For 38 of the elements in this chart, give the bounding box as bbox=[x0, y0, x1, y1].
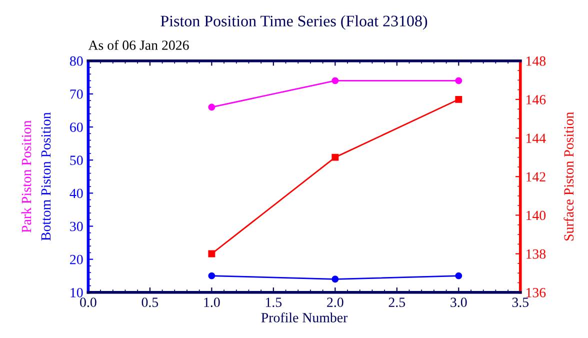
x-tick-label: 3.0 bbox=[450, 298, 467, 308]
y2-tick-label: 136 bbox=[526, 288, 546, 298]
point bbox=[455, 96, 462, 103]
y2-tick-label: 148 bbox=[526, 56, 546, 66]
y-tick-label: 20 bbox=[70, 254, 83, 264]
x-tick-label: 2.5 bbox=[388, 298, 406, 308]
y-tick-label: 80 bbox=[70, 56, 83, 66]
x-tick-label: 2.0 bbox=[327, 298, 344, 308]
y-tick-label: 40 bbox=[70, 188, 83, 198]
x-tick-label: 1.0 bbox=[204, 298, 220, 308]
x-axis-title: Profile Number bbox=[261, 312, 348, 322]
text: Park Piston Position bbox=[21, 120, 32, 233]
y-tick-label: 30 bbox=[70, 222, 83, 232]
x-tick-label: 1.5 bbox=[266, 298, 282, 308]
x-tick-label: 0.0 bbox=[80, 298, 96, 308]
y2-tick-label: 146 bbox=[526, 95, 546, 104]
point bbox=[332, 77, 339, 84]
x-tick-label: 0.5 bbox=[142, 298, 158, 308]
y2-tick-label: 138 bbox=[526, 249, 546, 259]
y-tick-label: 50 bbox=[70, 156, 83, 166]
point bbox=[455, 272, 462, 280]
y-tick-label: 70 bbox=[70, 90, 83, 99]
y2-tick-label: 140 bbox=[526, 210, 546, 220]
y2-tick-label: 144 bbox=[526, 134, 546, 143]
point bbox=[332, 154, 339, 161]
y-tick-label: 10 bbox=[70, 288, 83, 298]
point bbox=[332, 276, 339, 283]
point bbox=[208, 272, 216, 280]
point bbox=[208, 250, 216, 258]
x-tick-label: 3.5 bbox=[512, 298, 529, 308]
chart-subtitle: As of 06 Jan 2026 bbox=[88, 40, 189, 50]
y2-tick-label: 142 bbox=[526, 172, 546, 182]
text: Bottom Piston Position bbox=[41, 112, 51, 241]
text: Surface Piston Position bbox=[564, 112, 574, 240]
chart-title: Piston Position Time Series (Float 23108) bbox=[160, 15, 428, 30]
point bbox=[455, 77, 462, 84]
point bbox=[208, 104, 216, 111]
y-tick-label: 60 bbox=[70, 122, 83, 132]
